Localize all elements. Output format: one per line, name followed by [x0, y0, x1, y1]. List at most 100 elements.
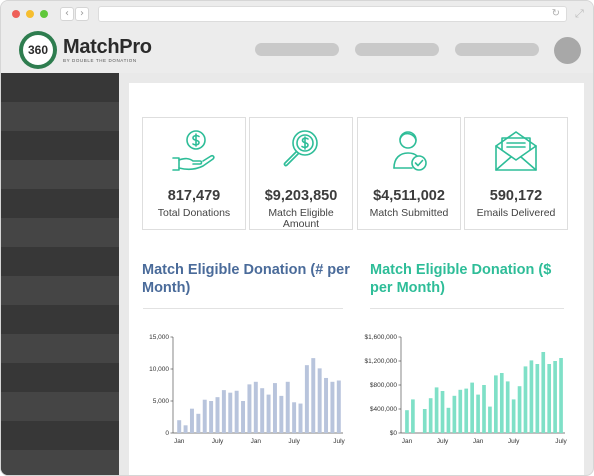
bar — [196, 413, 201, 433]
bar — [434, 387, 439, 433]
y-tick-label: 10,000 — [149, 366, 169, 373]
sidebar-item[interactable] — [1, 218, 119, 247]
bar — [330, 381, 335, 433]
bar — [260, 388, 265, 433]
bar-chart-amount: $0 $400,000 $800,000 $1,200,000 $1,600,000 Ja… — [359, 327, 569, 447]
nav-item-1[interactable] — [255, 43, 339, 56]
bar — [458, 389, 463, 433]
bar-chart-count: 0 5,000 10,000 15,000 Jan July Jan July July — [135, 327, 349, 447]
x-tick-label: Jan — [402, 438, 413, 445]
x-tick-label: July — [333, 438, 345, 445]
bar — [177, 420, 182, 433]
bar — [482, 385, 486, 433]
stat-card-total-donations: 817,479 Total Donations — [142, 117, 246, 230]
x-tick-label: Jan — [174, 438, 185, 445]
bar — [317, 368, 322, 433]
stat-card-match-eligible-amount: $9,203,850 Match Eligible Amount — [249, 117, 353, 230]
y-tick-label: 5,000 — [153, 398, 170, 405]
x-tick-label: Jan — [251, 438, 262, 445]
bar — [234, 390, 239, 433]
stat-value: 817,479 — [167, 188, 221, 204]
expand-icon[interactable]: ⤢ — [575, 7, 584, 20]
minimize-window-button[interactable] — [26, 10, 34, 18]
logo-badge-text: 360 — [23, 35, 53, 65]
stat-label: Match Submitted — [369, 207, 449, 219]
logo-name: MatchPro — [63, 36, 152, 58]
hand-dollar-icon — [143, 128, 245, 174]
bar — [541, 352, 546, 433]
bar — [553, 361, 557, 433]
bar — [298, 403, 303, 433]
sidebar-item[interactable] — [1, 160, 119, 189]
bar — [215, 397, 220, 433]
stat-card-emails-delivered: 590,172 Emails Delivered — [464, 117, 568, 230]
bar — [535, 364, 540, 433]
bar — [272, 383, 277, 433]
sidebar-item[interactable] — [1, 102, 119, 131]
bar — [452, 395, 457, 433]
chevron-right-icon[interactable]: › — [75, 7, 89, 21]
chart-title-amount: Match Eligible Donation ($ per Month) — [370, 262, 552, 296]
bar — [517, 386, 522, 433]
nav-item-2[interactable] — [355, 43, 439, 56]
bar-chart-count-svg: 0 5,000 10,000 15,000 Jan July Jan July July — [149, 334, 345, 445]
sidebar-item[interactable] — [1, 276, 119, 305]
maximize-window-button[interactable] — [40, 10, 48, 18]
bar — [202, 399, 207, 433]
x-tick-label: July — [288, 438, 300, 445]
sidebar-item[interactable] — [1, 334, 119, 363]
avatar[interactable] — [554, 37, 581, 64]
bar — [241, 401, 246, 433]
bar — [311, 358, 316, 433]
sidebar-item[interactable] — [1, 131, 119, 160]
bar — [511, 399, 516, 433]
bar — [266, 394, 271, 433]
y-tick-label: 0 — [165, 430, 169, 437]
sidebar-item[interactable] — [1, 247, 119, 276]
bar — [285, 381, 290, 433]
sidebar-item[interactable] — [1, 392, 119, 421]
bar — [470, 382, 474, 433]
address-bar[interactable]: ↻ — [98, 6, 567, 22]
bar — [405, 410, 409, 433]
bar — [476, 394, 480, 433]
x-tick-label: Jan — [473, 438, 484, 445]
bar — [547, 364, 552, 433]
sidebar — [1, 73, 119, 475]
envelope-icon — [465, 128, 567, 174]
bar — [488, 406, 492, 433]
close-window-button[interactable] — [12, 10, 20, 18]
bar — [464, 388, 469, 433]
bar — [183, 425, 188, 433]
sidebar-item[interactable] — [1, 450, 119, 475]
y-tick-label: $800,000 — [370, 382, 397, 389]
sidebar-item[interactable] — [1, 73, 119, 102]
bar — [336, 380, 341, 433]
bar — [247, 384, 252, 433]
logo-badge: 360 — [19, 31, 57, 69]
stat-label: Total Donations — [157, 207, 231, 219]
sidebar-item[interactable] — [1, 189, 119, 218]
nav-item-3[interactable] — [455, 43, 539, 56]
sidebar-item[interactable] — [1, 421, 119, 450]
bar — [221, 390, 226, 433]
stat-card-match-submitted: $4,511,002 Match Submitted — [357, 117, 461, 230]
bar — [494, 375, 498, 433]
chart-title-count: Match Eligible Donation (# per Month) — [142, 262, 350, 296]
sidebar-item[interactable] — [1, 363, 119, 392]
bar — [253, 381, 258, 433]
browser-chrome: ‹ › ↻ ⤢ — [1, 1, 593, 27]
bar — [523, 366, 528, 433]
bar — [499, 373, 504, 433]
chevron-left-icon[interactable]: ‹ — [60, 7, 74, 21]
bar — [428, 398, 433, 433]
bar — [324, 377, 329, 433]
reload-icon[interactable]: ↻ — [551, 8, 560, 19]
sidebar-item[interactable] — [1, 305, 119, 334]
x-tick-label: July — [212, 438, 224, 445]
bar — [292, 402, 297, 433]
bar — [529, 360, 534, 433]
person-check-icon — [358, 128, 460, 174]
bar — [446, 407, 451, 433]
